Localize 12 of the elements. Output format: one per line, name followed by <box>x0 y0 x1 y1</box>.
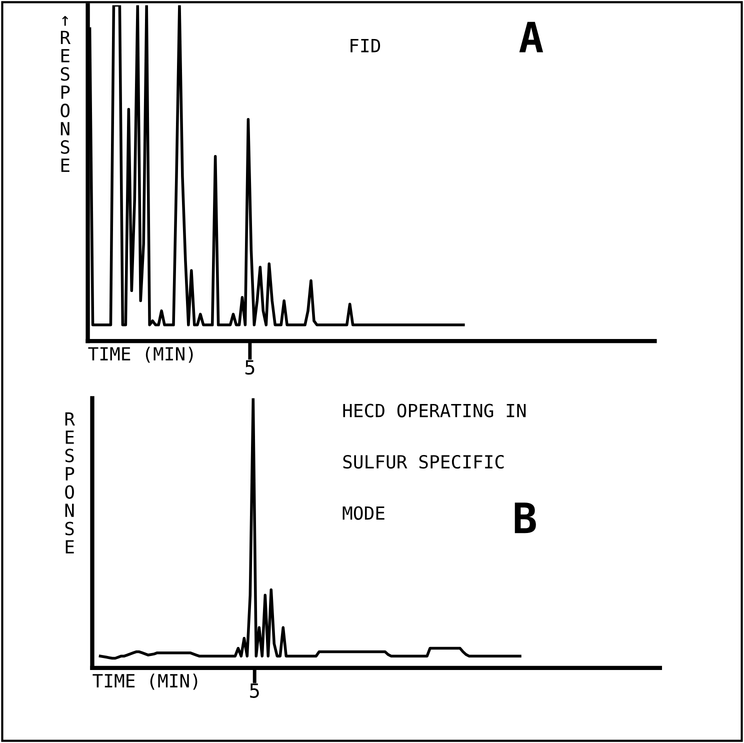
text: ↑RESPONSE <box>60 16 71 172</box>
annotation: HECD OPERATING IN <box>343 404 526 418</box>
annotation: SULFUR SPECIFIC <box>343 454 504 469</box>
x-axis-title: TIME (MIN) <box>92 674 198 690</box>
text: 5 <box>245 360 254 375</box>
text: A <box>519 22 544 52</box>
annotation: B <box>514 502 536 534</box>
x-axis-title: TIME (MIN) <box>88 346 193 363</box>
y-axis-title: RESPONSE <box>65 412 75 554</box>
annotation: MODE <box>342 506 384 520</box>
annotation: FID <box>350 39 380 52</box>
text: 5 <box>250 683 259 698</box>
